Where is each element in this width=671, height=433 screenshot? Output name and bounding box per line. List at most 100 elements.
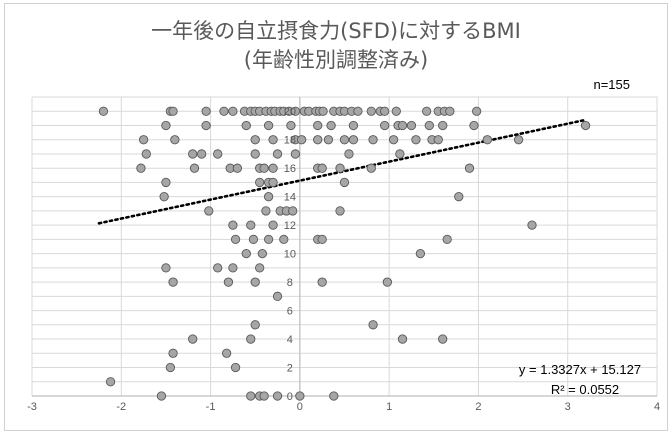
data-point — [366, 163, 376, 173]
x-tick-label: -1 — [206, 401, 216, 413]
data-point — [339, 135, 350, 145]
data-point — [246, 391, 256, 401]
x-tick-label: 2 — [475, 401, 481, 413]
data-point — [335, 206, 345, 216]
y-tick-label: 18 — [284, 135, 296, 147]
data-point — [161, 120, 171, 131]
data-point — [268, 177, 278, 188]
data-point — [438, 334, 448, 344]
data-point — [318, 106, 328, 116]
x-tick-label: 3 — [565, 401, 571, 413]
data-point — [368, 135, 378, 145]
data-point — [296, 135, 307, 145]
data-point — [313, 135, 323, 145]
data-point — [250, 320, 260, 330]
data-point — [295, 391, 305, 401]
data-point — [213, 263, 223, 273]
data-point — [223, 277, 234, 287]
data-point — [268, 163, 278, 173]
data-point — [382, 277, 393, 287]
data-point — [326, 120, 336, 131]
data-point — [288, 206, 298, 216]
data-point — [469, 120, 479, 131]
data-point — [513, 135, 524, 145]
data-point — [201, 106, 211, 116]
data-point — [406, 120, 417, 131]
data-point — [261, 206, 271, 216]
data-point — [255, 177, 265, 188]
data-point — [250, 135, 260, 145]
data-point — [353, 106, 363, 116]
y-tick-label: 12 — [284, 220, 296, 232]
x-tick-label: 0 — [297, 401, 303, 413]
data-point — [348, 120, 359, 131]
data-point — [286, 120, 296, 131]
chart-frame: 一年後の自立摂食力(SFD)に対するBMI (年齢性別調整済み) n=155 -… — [4, 3, 668, 431]
y-tick-label: 6 — [287, 306, 293, 318]
data-point — [188, 149, 198, 159]
data-point — [380, 120, 390, 131]
y-tick-label: 14 — [284, 192, 296, 204]
data-point — [411, 135, 421, 145]
data-point — [368, 320, 378, 330]
data-point — [397, 334, 408, 344]
data-point — [188, 334, 198, 344]
data-point — [442, 234, 452, 245]
r-squared: R² = 0.0552 — [551, 382, 619, 397]
data-point — [290, 149, 301, 159]
data-point — [246, 220, 256, 230]
data-point — [136, 163, 146, 173]
data-point — [366, 106, 376, 116]
data-point — [339, 177, 350, 188]
data-point — [445, 106, 455, 116]
data-point — [263, 120, 274, 131]
data-point — [257, 248, 268, 259]
data-point — [397, 120, 408, 131]
data-point — [313, 120, 323, 131]
data-point — [168, 106, 178, 116]
data-point — [259, 163, 269, 173]
data-point — [168, 348, 178, 358]
data-point — [464, 163, 475, 173]
y-tick-label: 4 — [287, 334, 293, 346]
data-point — [228, 106, 238, 116]
data-point — [272, 391, 283, 401]
data-point — [433, 135, 443, 145]
data-point — [329, 391, 339, 401]
data-point — [527, 220, 537, 230]
data-point — [219, 106, 229, 116]
data-point — [141, 149, 151, 159]
data-point — [482, 135, 493, 145]
data-point — [161, 263, 171, 273]
data-point — [159, 192, 169, 202]
data-point — [391, 106, 401, 116]
data-point — [263, 234, 274, 245]
data-point — [232, 163, 243, 173]
data-point — [317, 277, 327, 287]
data-point — [471, 106, 482, 116]
x-tick-label: 4 — [654, 401, 660, 413]
data-point — [228, 263, 238, 273]
data-point — [580, 120, 591, 131]
data-point — [388, 135, 399, 145]
data-point — [348, 135, 359, 145]
data-point — [415, 248, 426, 259]
data-point — [335, 163, 345, 173]
y-tick-label: 20 — [284, 106, 296, 118]
data-point — [221, 348, 232, 358]
data-point — [421, 106, 432, 116]
data-point — [241, 120, 251, 131]
data-point — [454, 192, 464, 202]
x-tick-label: -3 — [27, 401, 37, 413]
data-point — [290, 106, 301, 116]
data-point — [161, 177, 171, 188]
y-tick-label: 8 — [287, 277, 293, 289]
n-label: n=155 — [593, 77, 630, 92]
data-point — [250, 149, 260, 159]
data-point — [272, 291, 283, 301]
data-point — [259, 391, 269, 401]
data-point — [230, 362, 241, 373]
data-point — [344, 149, 354, 159]
data-point — [170, 135, 180, 145]
